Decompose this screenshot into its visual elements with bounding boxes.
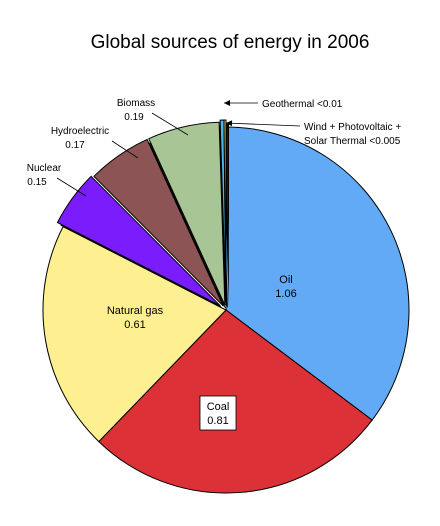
pie-slice-oil (225, 126, 410, 421)
pie-slice-natural-gas (42, 225, 227, 443)
label-coal-box (199, 395, 237, 431)
leader-geothermal-head (224, 100, 230, 106)
leader-biomass (151, 112, 189, 136)
label-coal-name: Coal (207, 401, 230, 413)
label-wind-value: Solar Thermal <0.005 (304, 136, 401, 147)
label-geothermal: Geothermal <0.01 (262, 99, 343, 110)
leader-wind (225, 122, 301, 127)
label-natural-gas-name: Natural gas (107, 305, 164, 317)
label-oil-name: Oil (279, 274, 292, 286)
pie-slice-hydroelectric (93, 138, 224, 307)
leader-hydroelectric (111, 140, 139, 159)
label-biomass-name: Biomass (117, 98, 155, 109)
label-coal-value: 0.81 (207, 415, 228, 427)
label-wind-name: Wind + Photovoltaic + (304, 122, 401, 133)
leader-nuclear (56, 177, 87, 197)
label-hydroelectric-name: Hydroelectric (51, 126, 109, 137)
chart-title: Global sources of energy in 2006 (91, 32, 370, 53)
pie-slice-biomass (148, 121, 226, 306)
label-hydroelectric-value: 0.17 (65, 140, 85, 151)
label-nuclear-name: Nuclear (27, 163, 62, 174)
pie-slice-wind-photovoltaic-solar-thermal-shadow (227, 123, 229, 307)
label-biomass-value: 0.19 (124, 112, 144, 123)
pie-labels: Oil 1.06 Natural gas 0.61 Coal 0.81 Nuclear 0.1… (27, 98, 401, 431)
leader-wind-head (226, 120, 233, 127)
pie-slices (42, 119, 410, 494)
label-nuclear-value: 0.15 (27, 177, 47, 188)
pie-slice-wind-photovoltaic-solar-thermal (223, 119, 227, 304)
pie-slice-nuclear (56, 175, 221, 307)
label-natural-gas-value: 0.61 (124, 319, 145, 331)
label-oil-value: 1.06 (275, 288, 296, 300)
